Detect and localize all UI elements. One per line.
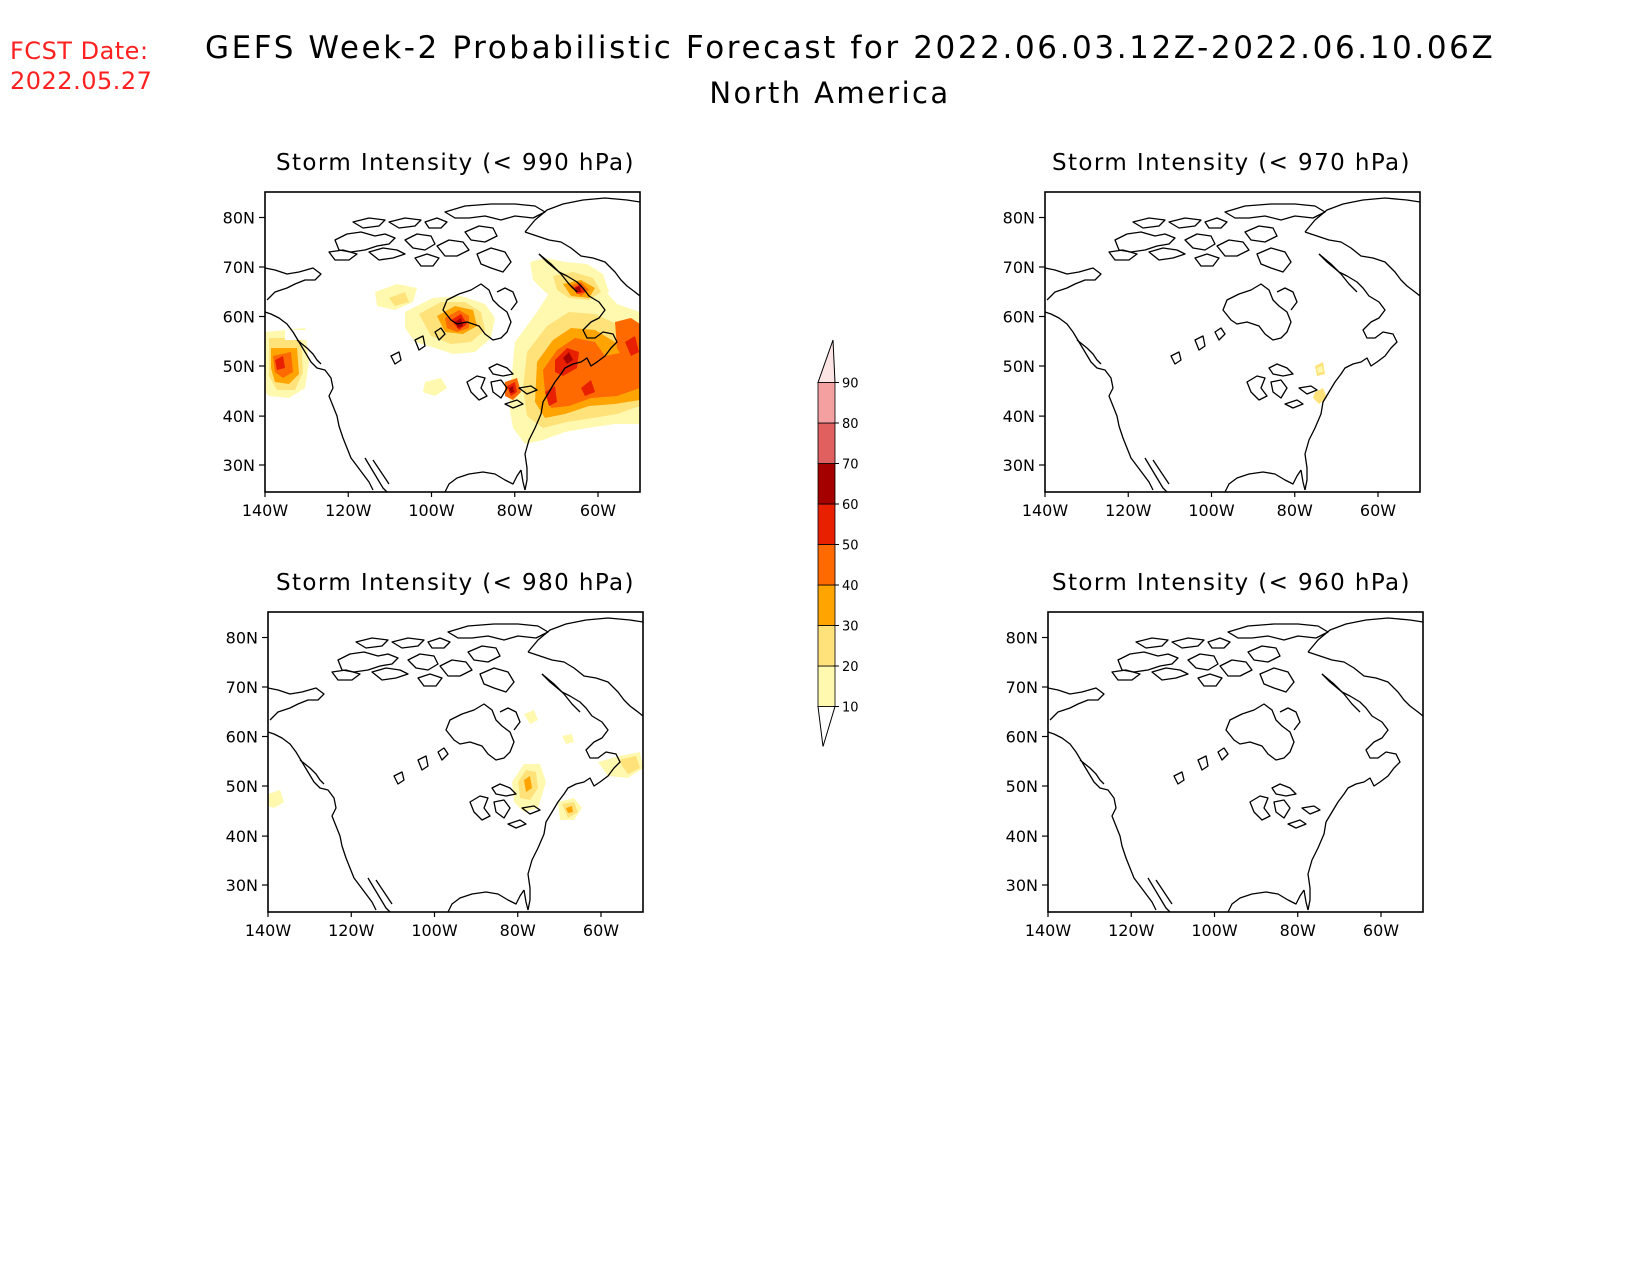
lat-tick-label: 40N (1003, 407, 1035, 426)
lat-tick-label: 50N (226, 777, 258, 796)
lat-tick-label: 50N (1003, 357, 1035, 376)
forecast-date: FCST Date: 2022.05.27 (10, 36, 152, 96)
map-border (1047, 611, 1424, 913)
lat-tick-label: 50N (1006, 777, 1038, 796)
colorbar-swatch (817, 382, 836, 424)
colorbar-label: 60 (842, 498, 859, 513)
page-subtitle: North America (709, 76, 951, 110)
lon-tick-label: 140W (245, 921, 292, 940)
colorbar-label: 40 (842, 579, 859, 594)
lat-tick-label: 50N (223, 357, 255, 376)
colorbar-label: 20 (842, 660, 859, 675)
lon-tick-label: 120W (1105, 501, 1152, 520)
colorbar-swatch (817, 503, 836, 545)
lon-tick-label: 60W (1363, 921, 1399, 940)
lat-tick-label: 30N (1003, 456, 1035, 475)
map-panel-970 (1044, 197, 1421, 493)
colorbar-label: 70 (842, 458, 859, 473)
map-border (1044, 191, 1421, 493)
lat-tick-label: 30N (1006, 876, 1038, 895)
colorbar-label: 10 (842, 701, 859, 716)
colorbar-swatch (817, 584, 836, 626)
lat-tick-label: 40N (223, 407, 255, 426)
lat-tick-label: 30N (223, 456, 255, 475)
colorbar-swatch (817, 625, 836, 667)
lon-tick-label: 120W (325, 501, 372, 520)
lat-tick-label: 70N (1006, 678, 1038, 697)
lon-tick-label: 80W (1277, 501, 1313, 520)
lat-tick-label: 40N (226, 827, 258, 846)
colorbar-label: 80 (842, 417, 859, 432)
map-border (267, 611, 644, 913)
colorbar-bottom-cap (817, 706, 836, 747)
lat-tick-label: 30N (226, 876, 258, 895)
colorbar-top-cap (817, 339, 836, 383)
map-panel-960 (1047, 617, 1424, 913)
map-panel-980 (267, 617, 644, 913)
lat-tick-label: 70N (223, 258, 255, 277)
lon-tick-label: 100W (408, 501, 455, 520)
lon-tick-label: 100W (1191, 921, 1238, 940)
map-frame-970: 80N 70N 60N 50N 40N 30N 140W 120W 100W 80W 60W (1003, 191, 1421, 520)
lat-tick-label: 40N (1006, 827, 1038, 846)
probability-field-980 (268, 710, 643, 820)
lat-tick-label: 60N (226, 728, 258, 747)
lat-tick-label: 80N (223, 209, 255, 228)
colorbar-swatch (817, 463, 836, 505)
lon-tick-label: 140W (242, 501, 289, 520)
lat-tick-label: 60N (1006, 728, 1038, 747)
lon-tick-label: 60W (1360, 501, 1396, 520)
lon-tick-label: 140W (1022, 501, 1069, 520)
lat-tick-label: 70N (1003, 258, 1035, 277)
colorbar-label: 30 (842, 620, 859, 635)
panel-title-990: Storm Intensity (< 990 hPa) (276, 150, 635, 176)
lon-tick-label: 60W (583, 921, 619, 940)
lon-tick-label: 120W (1108, 921, 1155, 940)
lat-tick-label: 70N (226, 678, 258, 697)
colorbar-swatch (817, 422, 836, 464)
panel-title-980: Storm Intensity (< 980 hPa) (276, 570, 635, 596)
map-frame-990: 80N 70N 60N 50N 40N 30N 140W 120W 100W 80W 60W (223, 191, 641, 520)
page-title: GEFS Week-2 Probabilistic Forecast for 2… (205, 30, 1496, 66)
map-border (264, 191, 641, 493)
lat-tick-label: 80N (1006, 629, 1038, 648)
lon-tick-label: 80W (500, 921, 536, 940)
lon-tick-label: 100W (1188, 501, 1235, 520)
panel-title-960: Storm Intensity (< 960 hPa) (1052, 570, 1411, 596)
colorbar-label: 90 (842, 377, 859, 392)
lon-tick-label: 140W (1025, 921, 1072, 940)
colorbar: 10 20 30 40 50 60 70 80 90 (817, 339, 859, 747)
map-frame-960: 80N 70N 60N 50N 40N 30N 140W 120W 100W 80W 60W (1006, 611, 1424, 940)
map-panel-990 (264, 197, 641, 493)
forecast-date-label: FCST Date: (10, 37, 149, 65)
lat-tick-label: 80N (226, 629, 258, 648)
lon-tick-label: 120W (328, 921, 375, 940)
map-frame-980: 80N 70N 60N 50N 40N 30N 140W 120W 100W 80W 60W (226, 611, 644, 940)
lat-tick-label: 60N (1003, 308, 1035, 327)
lon-tick-label: 80W (1280, 921, 1316, 940)
panel-title-970: Storm Intensity (< 970 hPa) (1052, 150, 1411, 176)
colorbar-swatch (817, 544, 836, 586)
colorbar-swatch (817, 665, 836, 707)
lon-tick-label: 80W (497, 501, 533, 520)
probability-field-990 (265, 258, 640, 444)
lon-tick-label: 60W (580, 501, 616, 520)
lat-tick-label: 80N (1003, 209, 1035, 228)
lat-tick-label: 60N (223, 308, 255, 327)
lon-tick-label: 100W (411, 921, 458, 940)
forecast-date-value: 2022.05.27 (10, 67, 153, 95)
colorbar-label: 50 (842, 539, 859, 554)
